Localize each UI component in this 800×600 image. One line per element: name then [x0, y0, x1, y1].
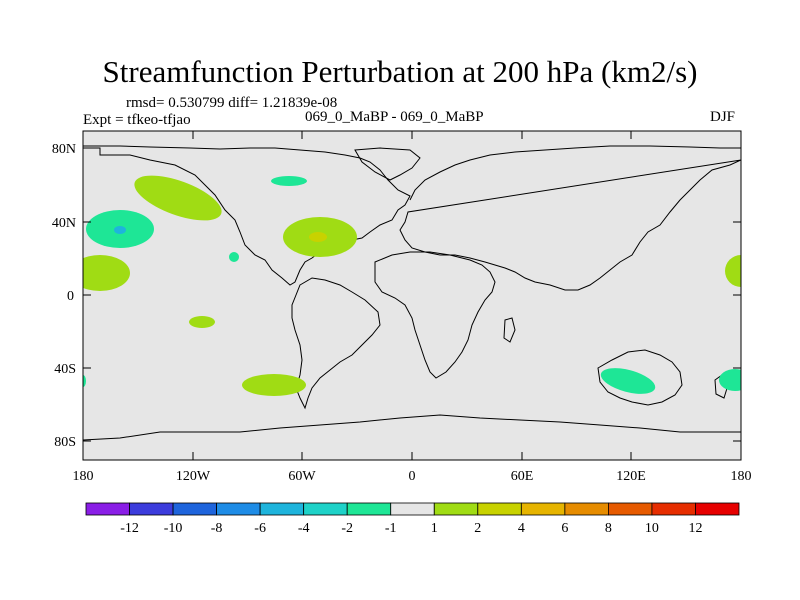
colorbar-label: -1 — [385, 521, 397, 536]
experiment-label: Expt = tfkeo-tfjao — [83, 112, 191, 128]
colorbar-swatch — [216, 502, 261, 516]
coastline-australia — [597, 349, 683, 406]
blob-positive-north-pacific — [134, 175, 222, 221]
streamfunction-contours — [83, 175, 741, 396]
lon-label: 60E — [511, 469, 534, 484]
season-label: DJF — [710, 109, 736, 125]
colorbar-swatch — [520, 502, 566, 516]
blob-positive-atlantic-core — [309, 232, 327, 242]
lat-label: 40N — [52, 216, 76, 231]
lat-label: 80S — [54, 435, 76, 450]
lon-label: 0 — [409, 469, 416, 484]
colorbar-label: 1 — [431, 521, 438, 536]
map-background — [83, 131, 741, 460]
blob-positive-south-america — [242, 374, 306, 396]
colorbar-swatch — [129, 502, 174, 516]
latitude-labels: 80N 40N 0 40S 80S — [52, 142, 76, 450]
lon-label: 120W — [176, 469, 211, 484]
statistics-line: rmsd= 0.530799 diff= 1.21839e-08 — [126, 95, 338, 111]
colorbar-label: -6 — [254, 521, 266, 536]
lat-label: 80N — [52, 142, 76, 157]
lon-label: 180 — [731, 469, 752, 484]
colorbar-label: -2 — [341, 521, 353, 536]
case-label: 069_0_MaBP - 069_0_MaBP — [305, 109, 484, 125]
page-title: Streamfunction Perturbation at 200 hPa (… — [102, 54, 698, 89]
coastline-eurasia — [399, 145, 741, 291]
blob-positive-pacific-east-edge — [725, 255, 741, 287]
coastline-greenland — [354, 147, 421, 181]
blob-negative-small-pacific — [229, 252, 239, 262]
blob-positive-east-pacific — [83, 255, 130, 291]
colorbar-swatch — [433, 502, 479, 516]
longitude-labels: 180 120W 60W 0 60E 120E 180 — [73, 469, 752, 484]
lat-label: 0 — [67, 289, 74, 304]
colorbar-swatch — [608, 502, 653, 516]
colorbar-swatch — [346, 502, 392, 516]
colorbar-swatch — [303, 502, 348, 516]
colorbar-label: -4 — [298, 521, 310, 536]
lon-label: 180 — [73, 469, 94, 484]
blob-positive-north-atlantic — [271, 176, 307, 186]
coastline-antarctica — [83, 414, 741, 441]
lon-label: 60W — [288, 469, 316, 484]
blob-negative-pacific-core — [114, 226, 126, 234]
colorbar-label: -12 — [120, 521, 139, 536]
blob-negative-south-pacific-east — [719, 369, 741, 391]
blob-negative-indian-ocean — [600, 368, 656, 394]
lat-label: 40S — [54, 362, 76, 377]
colorbar-swatch — [651, 502, 696, 516]
colorbar-swatch — [477, 502, 522, 516]
colorbar-label: -10 — [164, 521, 183, 536]
colorbar-label: 12 — [688, 521, 702, 536]
blob-positive-south-pacific — [189, 316, 215, 328]
lon-label: 120E — [616, 469, 646, 484]
coastline-madagascar — [503, 317, 516, 343]
axis-ticks — [82, 131, 742, 460]
colorbar-labels: -12 -10 -8 -6 -4 -2 -1 1 2 4 6 8 10 12 — [120, 521, 702, 536]
colorbar-swatch — [259, 502, 305, 516]
colorbar — [85, 502, 740, 516]
colorbar-label: 6 — [561, 521, 568, 536]
colorbar-label: 2 — [474, 521, 481, 536]
colorbar-swatch — [564, 502, 609, 516]
colorbar-label: 4 — [518, 521, 525, 536]
colorbar-label: 10 — [645, 521, 659, 536]
coastline-africa — [374, 251, 496, 379]
colorbar-label: 8 — [605, 521, 612, 536]
colorbar-swatch — [695, 502, 740, 516]
colorbar-swatch — [390, 502, 435, 516]
colorbar-swatch — [172, 502, 218, 516]
colorbar-swatch — [85, 502, 130, 516]
blob-negative-west-edge — [83, 375, 86, 387]
coastline-south-america — [291, 277, 381, 410]
colorbar-label: -8 — [211, 521, 223, 536]
